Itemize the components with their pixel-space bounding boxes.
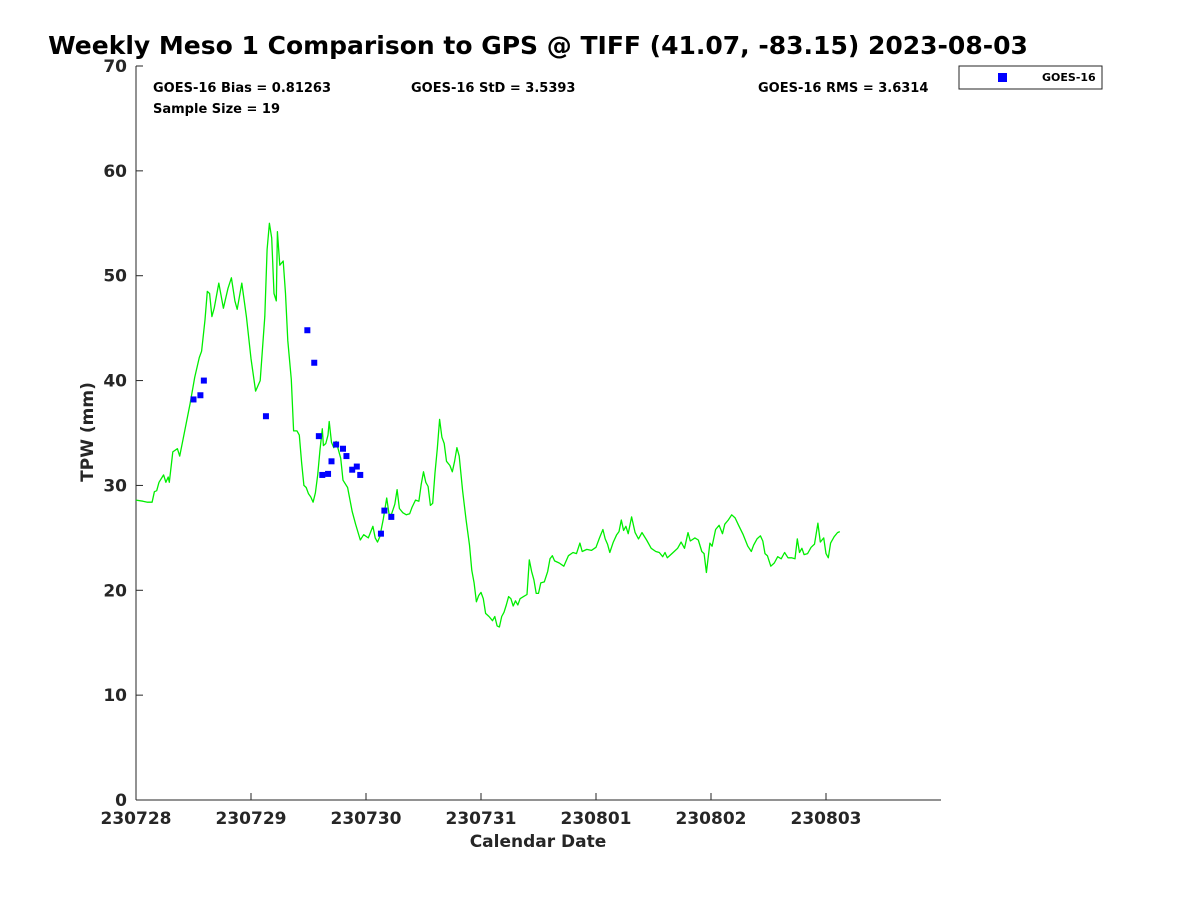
bias-stat: GOES-16 Bias = 0.81263 <box>153 81 331 96</box>
y-tick-label: 30 <box>103 476 127 496</box>
goes16-point <box>343 453 350 460</box>
goes16-point <box>388 513 395 520</box>
y-tick-label: 10 <box>103 686 127 706</box>
goes16-point <box>377 530 384 537</box>
goes16-point <box>333 441 340 448</box>
x-tick-label: 230728 <box>101 809 172 829</box>
goes16-point <box>262 413 269 420</box>
x-ticks: 230728 230729 230730 230731 230801 230802 2308… <box>101 793 862 829</box>
y-ticks: 0 10 20 30 40 50 60 70 <box>103 57 143 811</box>
y-axis-label: TPW (mm) <box>78 382 98 482</box>
y-tick-label: 60 <box>103 162 127 182</box>
goes16-point <box>340 445 346 452</box>
goes16-point <box>200 377 207 384</box>
x-tick-label: 230729 <box>216 809 287 829</box>
goes16-point <box>357 471 364 478</box>
y-tick-label: 20 <box>103 581 127 601</box>
goes16-point <box>304 327 311 334</box>
goes16-point <box>328 458 335 465</box>
x-tick-label: 230731 <box>446 809 517 829</box>
goes16-series <box>190 327 395 537</box>
gps-series <box>135 222 841 628</box>
goes16-point <box>311 359 318 366</box>
y-tick-label: 70 <box>103 57 127 77</box>
plot-area: 0 10 20 30 40 50 60 70 230728 230729 230730 230731… <box>101 57 941 829</box>
goes16-point <box>353 463 360 470</box>
goes16-point <box>315 433 322 440</box>
chart-title: Weekly Meso 1 Comparison to GPS @ TIFF (… <box>48 31 1028 60</box>
legend-box <box>958 65 1103 90</box>
gps-line <box>135 222 841 628</box>
goes16-point <box>197 392 204 399</box>
x-tick-label: 230801 <box>561 809 632 829</box>
x-tick-label: 230802 <box>676 809 747 829</box>
x-axis-label: Calendar Date <box>470 832 607 852</box>
legend-marker-goes16 <box>998 73 1007 82</box>
legend-label-goes16: GOES-16 <box>1042 71 1096 84</box>
legend: GOES-16 <box>958 65 1103 90</box>
x-tick-label: 230803 <box>791 809 862 829</box>
y-tick-label: 0 <box>115 791 127 811</box>
x-tick-label: 230730 <box>331 809 402 829</box>
y-tick-label: 50 <box>103 267 127 287</box>
sample-size-stat: Sample Size = 19 <box>153 102 280 117</box>
goes16-point <box>190 396 197 403</box>
goes16-point <box>381 507 388 514</box>
goes16-point <box>319 471 326 478</box>
goes16-point <box>325 470 332 477</box>
std-stat: GOES-16 StD = 3.5393 <box>411 81 575 96</box>
y-tick-label: 40 <box>103 372 127 392</box>
rms-stat: GOES-16 RMS = 3.6314 <box>758 81 928 96</box>
goes16-point <box>349 466 356 473</box>
